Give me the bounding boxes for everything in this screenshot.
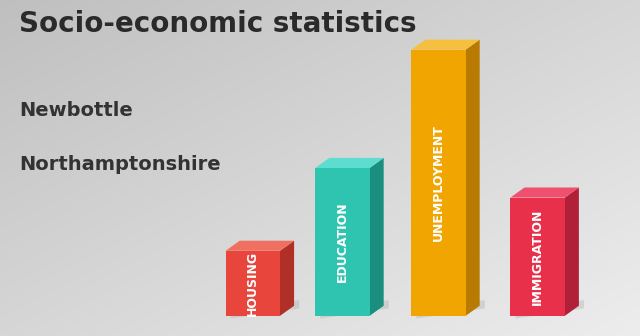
Polygon shape bbox=[316, 158, 384, 168]
Polygon shape bbox=[511, 187, 579, 198]
Polygon shape bbox=[280, 241, 294, 316]
Polygon shape bbox=[564, 187, 579, 316]
Polygon shape bbox=[417, 300, 485, 319]
Polygon shape bbox=[466, 40, 480, 316]
Text: Northamptonshire: Northamptonshire bbox=[19, 155, 221, 174]
Polygon shape bbox=[412, 40, 480, 50]
Text: HOUSING: HOUSING bbox=[246, 251, 259, 316]
Polygon shape bbox=[226, 251, 280, 316]
Polygon shape bbox=[226, 241, 294, 251]
Polygon shape bbox=[370, 158, 384, 316]
Text: UNEMPLOYMENT: UNEMPLOYMENT bbox=[432, 124, 445, 241]
Polygon shape bbox=[511, 198, 564, 316]
Polygon shape bbox=[516, 300, 584, 319]
Polygon shape bbox=[321, 300, 389, 319]
Polygon shape bbox=[231, 300, 300, 319]
Text: Newbottle: Newbottle bbox=[19, 101, 133, 120]
Text: Socio-economic statistics: Socio-economic statistics bbox=[19, 10, 417, 38]
Text: IMMIGRATION: IMMIGRATION bbox=[531, 209, 544, 305]
Polygon shape bbox=[316, 168, 370, 316]
Polygon shape bbox=[412, 50, 466, 316]
Text: EDUCATION: EDUCATION bbox=[336, 202, 349, 282]
